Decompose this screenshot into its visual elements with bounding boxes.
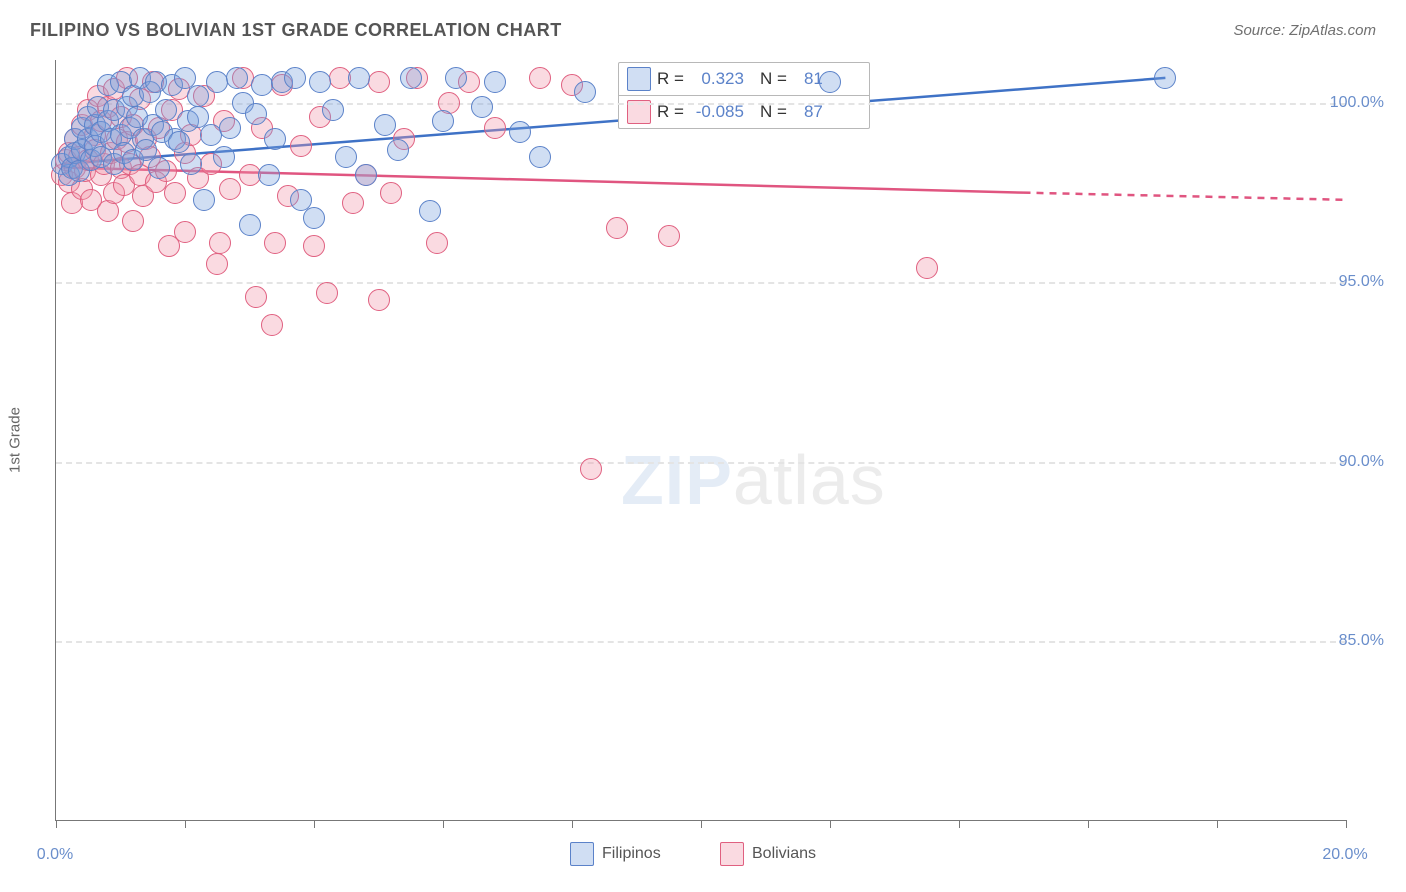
bolivians-point xyxy=(219,178,241,200)
filipinos-point xyxy=(226,67,248,89)
filipinos-point xyxy=(348,67,370,89)
filipinos-point xyxy=(1154,67,1176,89)
legend-swatch-bolivians xyxy=(720,842,744,866)
filipinos-point xyxy=(445,67,467,89)
stats-R-value: 0.323 xyxy=(690,69,744,89)
legend-label-bolivians: Bolivians xyxy=(752,845,816,863)
chart-root: FILIPINO VS BOLIVIAN 1ST GRADE CORRELATI… xyxy=(0,0,1406,892)
filipinos-point xyxy=(374,114,396,136)
chart-title: FILIPINO VS BOLIVIAN 1ST GRADE CORRELATI… xyxy=(30,20,562,41)
bolivians-point xyxy=(916,257,938,279)
filipinos-point xyxy=(213,146,235,168)
watermark-atlas: atlas xyxy=(733,441,886,519)
filipinos-point xyxy=(219,117,241,139)
filipinos-point xyxy=(400,67,422,89)
bolivians-point xyxy=(264,232,286,254)
filipinos-point xyxy=(419,200,441,222)
filipinos-point xyxy=(574,81,596,103)
filipinos-point xyxy=(387,139,409,161)
filipinos-point xyxy=(471,96,493,118)
bolivians-point xyxy=(658,225,680,247)
legend-bolivians: Bolivians xyxy=(720,842,816,866)
legend-filipinos: Filipinos xyxy=(570,842,661,866)
bolivians-point xyxy=(580,458,602,480)
filipinos-point xyxy=(264,128,286,150)
stats-R-label: R = xyxy=(657,69,684,89)
bolivians-point xyxy=(368,71,390,93)
filipinos-point xyxy=(239,214,261,236)
x-tick xyxy=(1217,820,1218,828)
gridline xyxy=(56,641,1346,643)
bolivians-point xyxy=(245,286,267,308)
x-tick-label: 20.0% xyxy=(1322,846,1367,864)
stats-N-label: N = xyxy=(760,69,787,89)
bolivians-point xyxy=(174,221,196,243)
x-tick xyxy=(185,820,186,828)
filipinos-point xyxy=(303,207,325,229)
gridline xyxy=(56,462,1346,464)
bolivians-point xyxy=(484,117,506,139)
y-tick-label: 85.0% xyxy=(1339,632,1384,650)
plot-area: ZIPatlas R =0.323N =81R =-0.085N =87 xyxy=(55,60,1346,821)
bolivians-point xyxy=(206,253,228,275)
watermark-zip: ZIP xyxy=(621,441,733,519)
y-tick-label: 95.0% xyxy=(1339,273,1384,291)
trend-line xyxy=(1024,193,1347,200)
filipinos-point xyxy=(180,153,202,175)
bolivians-point xyxy=(368,289,390,311)
filipinos-point xyxy=(206,71,228,93)
filipinos-point xyxy=(258,164,280,186)
x-tick xyxy=(572,820,573,828)
x-tick xyxy=(830,820,831,828)
filipinos-point xyxy=(155,99,177,121)
y-axis-title: 1st Grade xyxy=(7,407,24,473)
bolivians-point xyxy=(303,235,325,257)
x-tick-label: 0.0% xyxy=(37,846,73,864)
legend-label-filipinos: Filipinos xyxy=(602,845,661,863)
gridline xyxy=(56,282,1346,284)
bolivians-point xyxy=(164,182,186,204)
filipinos-point xyxy=(819,71,841,93)
bolivians-point xyxy=(290,135,312,157)
filipinos-point xyxy=(148,157,170,179)
bolivians-point xyxy=(529,67,551,89)
legend-swatch-filipinos xyxy=(570,842,594,866)
filipinos-point xyxy=(251,74,273,96)
stats-row-bolivians: R =-0.085N =87 xyxy=(619,95,869,128)
bolivians-point xyxy=(426,232,448,254)
bolivians-point xyxy=(261,314,283,336)
filipinos-point xyxy=(432,110,454,132)
filipinos-point xyxy=(509,121,531,143)
x-tick xyxy=(314,820,315,828)
filipinos-point xyxy=(168,131,190,153)
bolivians-point xyxy=(122,210,144,232)
x-tick xyxy=(1088,820,1089,828)
filipinos-point xyxy=(484,71,506,93)
filipinos-point xyxy=(322,99,344,121)
x-tick xyxy=(959,820,960,828)
x-tick xyxy=(56,820,57,828)
stats-swatch-filipinos xyxy=(627,67,651,91)
filipinos-point xyxy=(187,85,209,107)
x-tick xyxy=(443,820,444,828)
bolivians-point xyxy=(606,217,628,239)
bolivians-point xyxy=(209,232,231,254)
y-tick-label: 90.0% xyxy=(1339,453,1384,471)
y-tick-label: 100.0% xyxy=(1330,94,1384,112)
filipinos-point xyxy=(309,71,331,93)
source-label: Source: ZipAtlas.com xyxy=(1233,22,1376,39)
filipinos-point xyxy=(284,67,306,89)
bolivians-point xyxy=(380,182,402,204)
filipinos-point xyxy=(529,146,551,168)
filipinos-point xyxy=(335,146,357,168)
filipinos-point xyxy=(245,103,267,125)
x-tick xyxy=(701,820,702,828)
bolivians-point xyxy=(342,192,364,214)
filipinos-point xyxy=(193,189,215,211)
bolivians-point xyxy=(316,282,338,304)
x-tick xyxy=(1346,820,1347,828)
filipinos-point xyxy=(355,164,377,186)
watermark: ZIPatlas xyxy=(621,440,886,520)
